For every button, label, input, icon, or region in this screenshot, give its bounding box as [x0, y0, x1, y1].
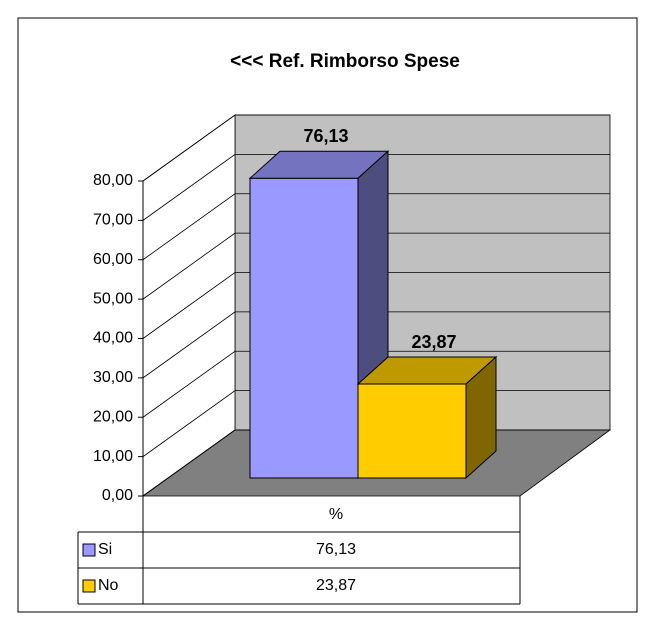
bar-front: [249, 177, 359, 479]
y-tick-label: 30,00: [93, 369, 133, 386]
table-value: 76,13: [316, 541, 356, 558]
grid-line: [142, 272, 610, 339]
grid: 0,00 10,00 20,00 30,00 40,00 50,00 60,00 70,00 8…: [93, 114, 610, 504]
grid-line: [142, 311, 610, 379]
legend-label: Si: [98, 541, 112, 558]
bar: [356, 355, 498, 480]
y-tick-label: 60,00: [93, 251, 133, 268]
grid-line: [142, 232, 610, 300]
y-tick-label: 40,00: [93, 330, 133, 347]
y-tick-label: 0,00: [102, 487, 133, 504]
bar-front: [357, 383, 467, 479]
data-label: 76,13: [303, 126, 348, 146]
table-header: %: [329, 506, 343, 523]
data-table: % Si 76,13 No 23,87: [77, 496, 521, 605]
y-tick-label: 50,00: [93, 290, 133, 307]
table-value: 23,87: [316, 577, 356, 594]
legend-swatch: [82, 543, 96, 557]
y-tick-label: 70,00: [93, 212, 133, 229]
y-tick-label: 80,00: [93, 172, 133, 189]
bars: 76,13 23,87: [248, 126, 498, 480]
chart-title: <<< Ref. Rimborso Spese: [230, 51, 460, 72]
y-tick-label: 20,00: [93, 408, 133, 425]
bar-side: [465, 355, 497, 480]
bar: [248, 150, 390, 480]
data-label: 23,87: [411, 332, 456, 352]
grid-line: [142, 114, 610, 182]
legend-label: No: [98, 577, 119, 594]
grid-line: [142, 153, 610, 221]
legend-swatch: [82, 579, 96, 593]
grid-line: [142, 350, 610, 418]
y-tick-label: 10,00: [93, 448, 133, 465]
grid-line: [142, 193, 610, 261]
